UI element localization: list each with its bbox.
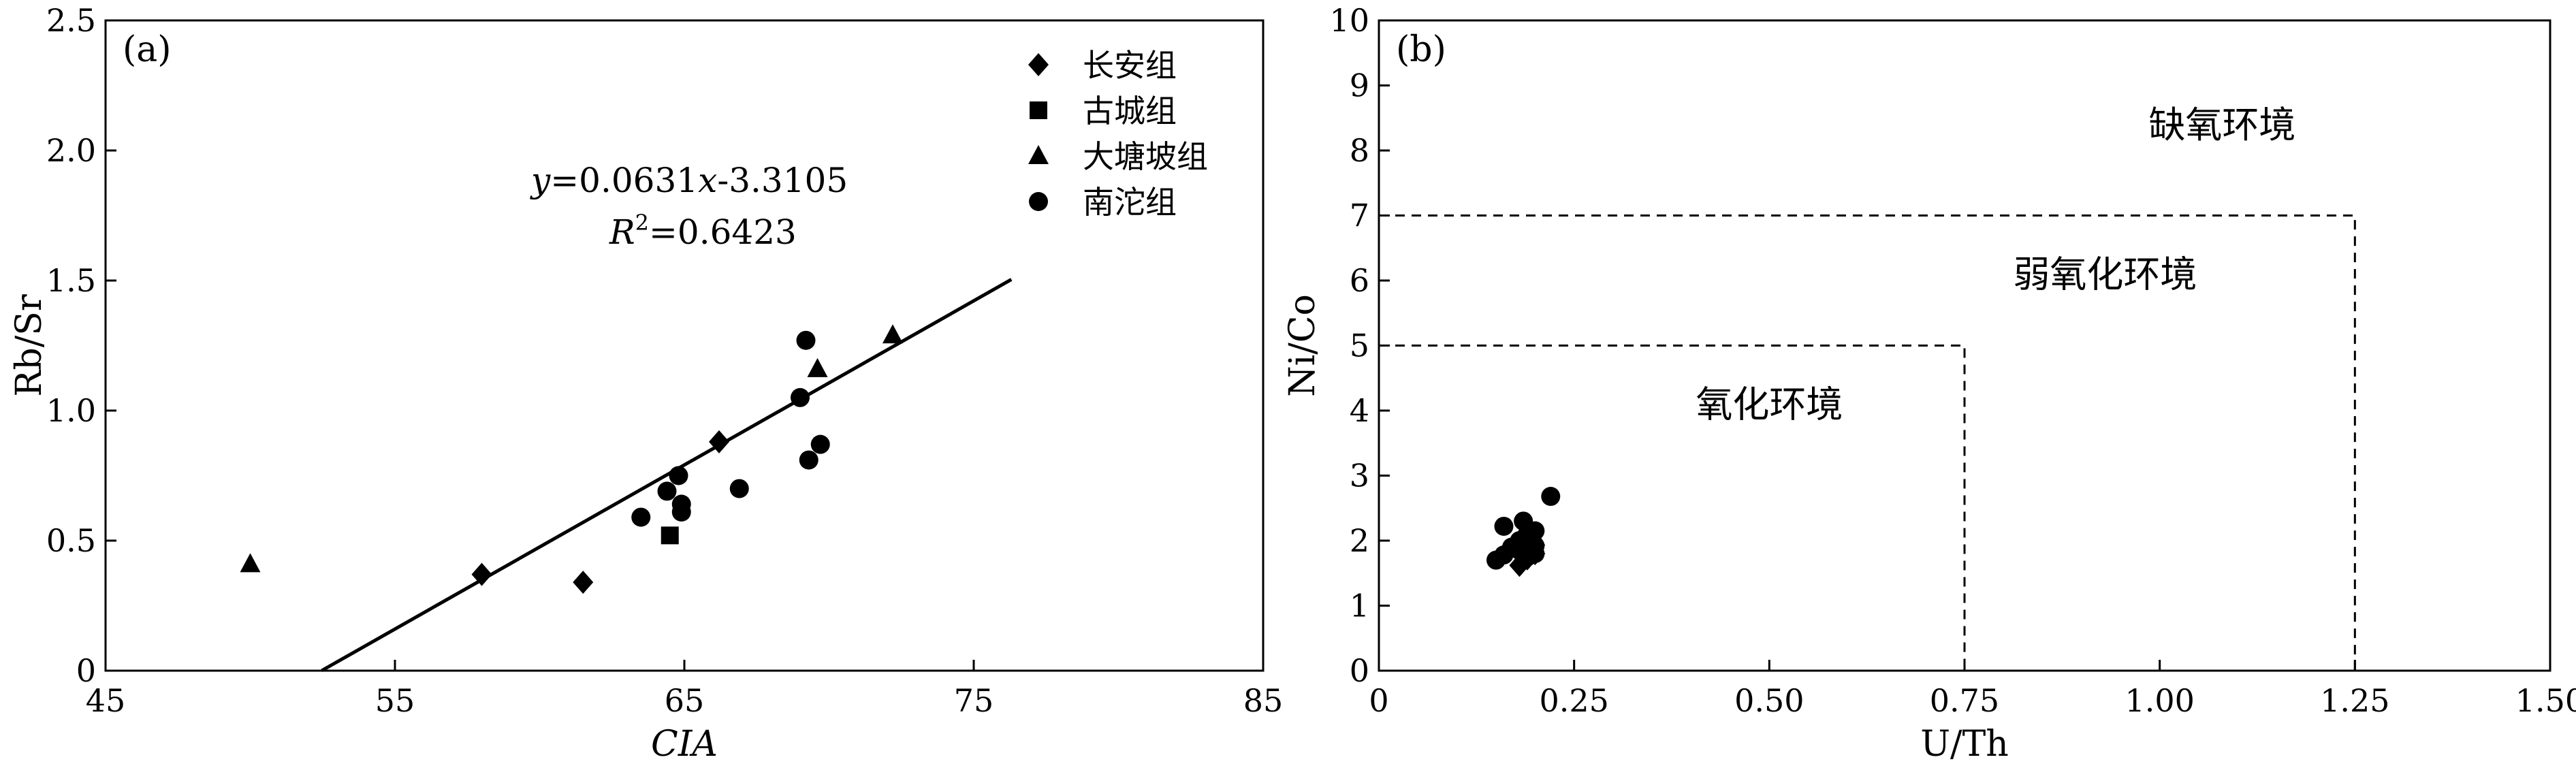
point-circle: [1541, 487, 1561, 507]
legend-marker-diamond: [1028, 53, 1049, 76]
point-circle: [729, 479, 749, 498]
equation-x-var: x: [698, 161, 717, 200]
y-tick-label: 2.0: [46, 132, 96, 169]
legend-label: 长安组: [1083, 47, 1177, 84]
point-diamond: [471, 562, 492, 586]
x-tick-label: 1.25: [2320, 682, 2389, 719]
y-tick-label: 10: [1329, 2, 1369, 39]
point-circle: [796, 330, 816, 350]
x-tick-label: 45: [86, 682, 126, 719]
region-label: 氧化环境: [1696, 383, 1843, 426]
x-axis-label: U/Th: [1920, 724, 2009, 765]
point-triangle: [807, 357, 828, 377]
x-tick-label: 75: [954, 682, 994, 719]
y-axis-label: Ni/Co: [1282, 294, 1323, 397]
equation-coef: =0.0631: [550, 161, 698, 200]
y-tick-label: 9: [1350, 67, 1369, 104]
point-circle: [810, 434, 830, 454]
panel-label: (b): [1396, 29, 1446, 70]
point-circle: [799, 450, 818, 470]
y-tick-label: 8: [1350, 132, 1369, 169]
x-tick-label: 1.00: [2125, 682, 2194, 719]
y-tick-label: 5: [1350, 328, 1369, 364]
equation-line-2: R2=0.6423: [609, 210, 797, 252]
trendline: [321, 278, 1013, 673]
y-axis-label: Rb/Sr: [9, 294, 50, 397]
r-squared-value: =0.6423: [649, 212, 797, 252]
boundary-line: [1379, 214, 2356, 671]
y-tick-label: 1.0: [46, 392, 96, 429]
legend-marker-square: [1030, 101, 1047, 119]
y-tick-label: 0: [1350, 652, 1369, 689]
y-tick-label: 3: [1350, 458, 1369, 494]
r-squared-var: R: [609, 212, 635, 252]
point-circle: [1525, 544, 1545, 564]
legend-label: 南沱组: [1083, 184, 1177, 221]
x-tick-label: 1.50: [2515, 682, 2576, 719]
equation-line-1: y=0.0631x-3.3105: [530, 161, 848, 200]
region-label: 缺氧环境: [2148, 103, 2295, 146]
point-diamond: [573, 571, 594, 594]
legend-label: 古城组: [1083, 93, 1177, 129]
y-tick-label: 1.5: [46, 262, 96, 299]
point-circle: [671, 494, 691, 514]
y-tick-label: 2: [1350, 522, 1369, 559]
point-diamond: [709, 430, 729, 453]
y-tick-label: 7: [1350, 197, 1369, 234]
x-tick-label: 0.50: [1734, 682, 1804, 719]
chart-b: 0 0.25 0.50 0.75 1.00 1.25 1.50 0 1 2 3 4 5 6 7 8 9 10 U/T…: [1282, 2, 2576, 765]
r-squared-sup: 2: [635, 210, 649, 236]
y-tick-label: 0: [76, 652, 96, 689]
x-tick-label: 65: [665, 682, 705, 719]
point-triangle: [882, 324, 903, 344]
legend-label: 大塘坡组: [1083, 138, 1208, 175]
point-circle: [657, 481, 677, 501]
y-tick-label: 2.5: [46, 2, 96, 39]
region-label: 弱氧化环境: [2013, 253, 2197, 296]
y-tick-label: 1: [1350, 588, 1369, 624]
x-tick-label: 0: [1369, 682, 1388, 719]
y-tick-label: 4: [1350, 392, 1369, 429]
chart-a: 45 55 65 75 8500.51.01.52.02.5CIARb/Sr(a)y=0…: [9, 2, 1283, 765]
panel-label: (a): [123, 29, 172, 70]
equation-y-var: y: [530, 161, 551, 200]
x-tick-label: 55: [375, 682, 415, 719]
x-tick-label: 85: [1243, 682, 1284, 719]
equation-const: -3.3105: [717, 161, 848, 200]
legend-marker-triangle: [1028, 145, 1049, 164]
point-circle: [1525, 521, 1545, 541]
point-triangle: [240, 553, 261, 573]
point-circle: [669, 466, 688, 485]
legend-marker-circle: [1029, 192, 1048, 211]
point-circle: [1494, 516, 1514, 536]
x-tick-label: 0.75: [1930, 682, 1999, 719]
plot-frame: [1378, 19, 2551, 672]
point-circle: [631, 507, 651, 527]
x-axis-label: CIA: [651, 724, 718, 765]
y-tick-label: 0.5: [46, 522, 96, 559]
point-square: [661, 526, 679, 545]
y-tick-label: 6: [1350, 262, 1369, 299]
point-circle: [791, 387, 810, 407]
x-tick-label: 0.25: [1539, 682, 1608, 719]
boundary-line: [1379, 345, 1966, 671]
